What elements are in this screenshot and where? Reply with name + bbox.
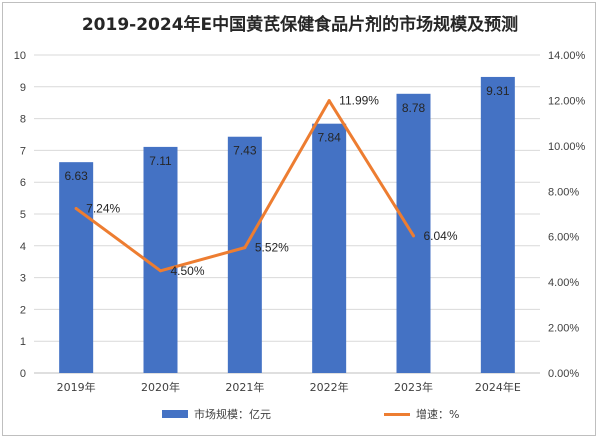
bar-data-label: 8.78 xyxy=(402,101,426,115)
line-point xyxy=(74,207,78,211)
bar-data-label: 7.84 xyxy=(317,131,341,145)
x-tick-label: 2022年 xyxy=(310,380,349,394)
y-left-tick-label: 0 xyxy=(20,368,26,380)
y-right-tick-label: 0.00% xyxy=(548,368,579,380)
bar xyxy=(143,146,178,373)
line-data-label: 4.50% xyxy=(171,264,205,278)
y-right-tick-label: 6.00% xyxy=(548,232,579,244)
line-data-label: 7.24% xyxy=(86,202,120,216)
y-right-tick-label: 10.00% xyxy=(548,141,586,153)
legend: 市场规模：亿元 增速：% xyxy=(0,406,600,426)
y-left-tick-label: 6 xyxy=(20,177,26,189)
y-left-tick-label: 8 xyxy=(20,114,26,126)
legend-bar-label: 市场规模：亿元 xyxy=(194,408,271,421)
line-point xyxy=(412,234,415,238)
y-right-tick-label: 14.00% xyxy=(548,50,586,62)
y-right-tick-label: 8.00% xyxy=(548,186,579,198)
y-left-tick-label: 5 xyxy=(20,209,26,221)
bar-data-label: 6.63 xyxy=(64,169,88,183)
bar-data-label: 7.43 xyxy=(233,144,257,158)
line-data-label: 6.04% xyxy=(424,229,458,243)
y-left-tick-label: 10 xyxy=(14,50,26,62)
y-left-tick-label: 7 xyxy=(20,145,26,157)
x-tick-label: 2024年E xyxy=(475,380,521,394)
bar xyxy=(227,136,262,373)
bar-data-label: 9.31 xyxy=(486,84,510,98)
x-tick-label: 2021年 xyxy=(225,380,264,394)
x-tick-label: 2023年 xyxy=(394,380,433,394)
bar xyxy=(312,123,347,373)
chart-title: 2019-2024年E中国黄芪保健食品片剂的市场规模及预测 xyxy=(81,15,519,35)
bar xyxy=(480,76,515,373)
bar xyxy=(59,162,94,373)
y-left-tick-label: 1 xyxy=(20,336,26,348)
line-point xyxy=(159,269,162,273)
y-right-tick-label: 12.00% xyxy=(548,95,586,107)
legend-item-line: 增速：% xyxy=(384,406,459,422)
line-point xyxy=(327,99,331,103)
y-left-tick-label: 9 xyxy=(20,82,26,94)
y-left-tick-label: 3 xyxy=(20,273,26,285)
line-data-label: 11.99% xyxy=(339,94,379,108)
y-right-tick-label: 4.00% xyxy=(548,277,579,289)
x-tick-label: 2019年 xyxy=(57,380,96,394)
y-left-tick-label: 4 xyxy=(20,241,26,253)
legend-line-label: 增速：% xyxy=(416,408,460,421)
x-tick-label: 2020年 xyxy=(141,380,180,394)
legend-item-bar: 市场规模：亿元 xyxy=(162,406,271,422)
y-right-tick-label: 2.00% xyxy=(548,323,579,335)
bar-data-label: 7.11 xyxy=(149,154,172,168)
legend-bar-swatch xyxy=(162,410,188,418)
line-data-label: 5.52% xyxy=(255,241,289,255)
line-point xyxy=(243,246,247,250)
legend-line-swatch xyxy=(384,412,410,416)
y-left-tick-label: 2 xyxy=(20,304,26,316)
